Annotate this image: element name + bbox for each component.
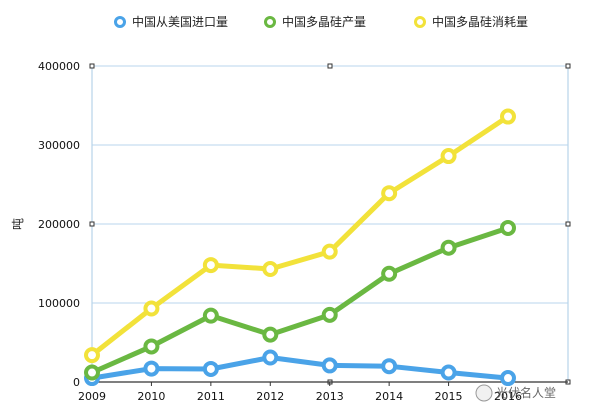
data-point (321, 243, 338, 260)
y-axis-label: 吨 (11, 218, 25, 230)
frame-handle (89, 63, 95, 69)
data-point (321, 306, 338, 323)
data-point (500, 370, 516, 387)
data-point (202, 360, 219, 377)
data-point (202, 307, 219, 324)
data-point (381, 185, 398, 202)
data-point (381, 265, 398, 282)
watermark-text: 光伏名人堂 (496, 385, 556, 400)
data-point (202, 257, 219, 274)
data-point (500, 108, 516, 125)
legend-marker (264, 16, 276, 28)
legend-marker (114, 16, 126, 28)
frame-handle (327, 63, 333, 69)
data-point (84, 347, 100, 364)
frame-handle (565, 221, 571, 227)
x-tick-label: 2012 (256, 390, 284, 403)
series-line (89, 355, 511, 381)
data-point (440, 364, 457, 381)
data-point (143, 360, 160, 377)
x-tick-label: 2010 (137, 390, 165, 403)
data-point (143, 300, 160, 317)
x-tick-label: 2013 (316, 390, 344, 403)
y-tick-label: 400000 (38, 60, 80, 73)
series-line (89, 225, 511, 375)
data-point (440, 148, 457, 165)
series-line (89, 114, 511, 358)
data-point (84, 364, 100, 381)
legend-marker (414, 16, 426, 28)
data-point (440, 239, 457, 256)
legend-entry: 中国从美国进口量 (132, 14, 228, 29)
y-tick-label: 300000 (38, 139, 80, 152)
data-point (262, 326, 279, 343)
data-point (262, 349, 279, 366)
x-tick-label: 2015 (435, 390, 463, 403)
y-tick-label: 100000 (38, 297, 80, 310)
y-tick-label: 200000 (38, 218, 80, 231)
data-point (500, 219, 516, 236)
watermark-icon (475, 384, 493, 402)
x-tick-label: 2016 (494, 390, 522, 403)
data-point (381, 358, 398, 375)
data-point (143, 338, 160, 355)
x-tick-label: 2011 (197, 390, 225, 403)
y-tick-label: 0 (73, 376, 80, 389)
x-tick-label: 2009 (78, 390, 106, 403)
frame-handle (89, 221, 95, 227)
legend-entry: 中国多晶硅产量 (282, 14, 366, 29)
legend-entry: 中国多晶硅消耗量 (432, 14, 528, 29)
frame-handle (565, 63, 571, 69)
x-tick-label: 2014 (375, 390, 403, 403)
data-point (262, 261, 279, 278)
data-point (321, 357, 338, 374)
